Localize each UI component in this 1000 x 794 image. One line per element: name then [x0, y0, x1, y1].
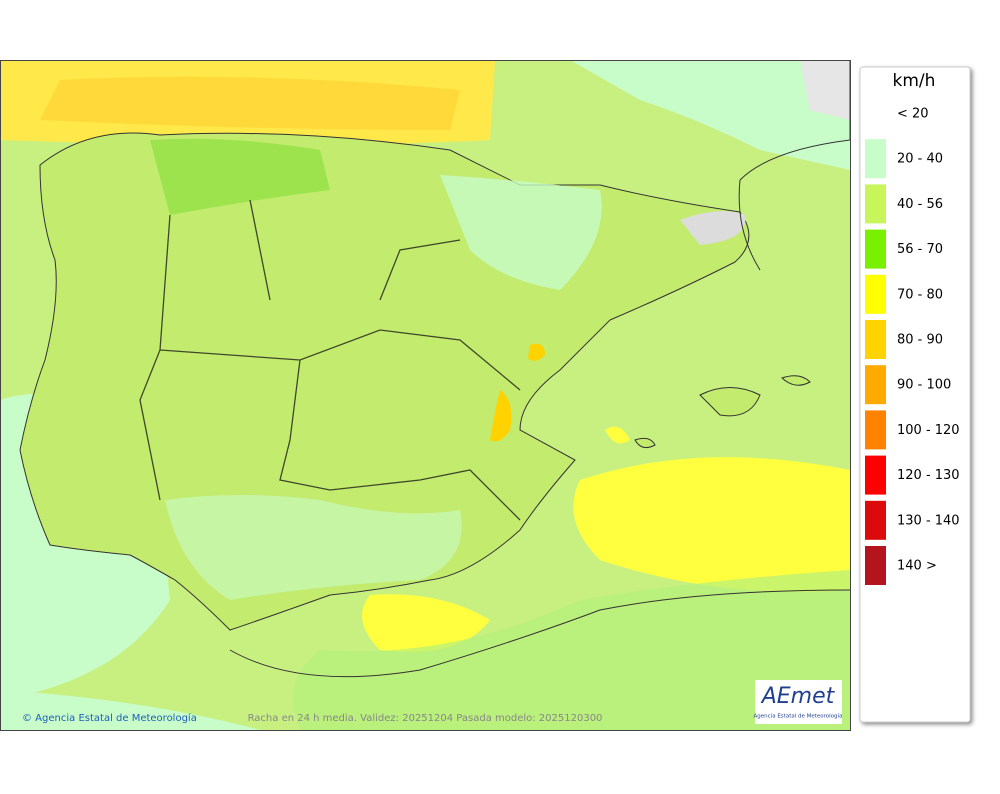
legend-swatch [865, 410, 886, 450]
island [781, 375, 811, 386]
wind-area [440, 175, 602, 290]
legend-label: 100 - 120 [897, 423, 960, 438]
legend-label: 20 - 40 [897, 152, 943, 167]
wind-area [680, 211, 746, 245]
map-frame [0, 60, 851, 731]
wind-area [528, 343, 545, 361]
legend-swatch [865, 546, 886, 585]
legend-swatch [865, 500, 886, 540]
legend-label: 56 - 70 [897, 242, 943, 257]
legend-swatch [865, 320, 886, 359]
legend-swatch [865, 455, 886, 495]
legend-swatch [865, 365, 886, 405]
legend-swatch [865, 184, 886, 224]
legend-swatch [865, 139, 886, 179]
caption: Racha en 24 h media. Validez: 20251204 P… [248, 713, 603, 724]
logo-box [755, 680, 842, 724]
wind-area [573, 457, 850, 592]
wind-area [490, 390, 512, 442]
wind-area [800, 60, 850, 120]
legend-label: 120 - 130 [897, 468, 960, 483]
legend-swatch [865, 274, 886, 314]
legend-box [859, 66, 971, 723]
wind-area [362, 594, 490, 652]
legend-swatch [865, 229, 886, 269]
credit: © Agencia Estatal de Meteorología [22, 712, 197, 724]
legend-label: 80 - 90 [897, 333, 943, 348]
wind-area [40, 76, 460, 130]
coastline [229, 589, 850, 678]
wind-area [293, 570, 850, 730]
wind-area [0, 690, 260, 730]
legend-swatch [865, 94, 886, 133]
legend: < 20 20 - 40 40 - 56 56 - 70 70 - 80 80 - 90 9… [865, 94, 960, 585]
logo-text: AEmet [760, 684, 836, 709]
wind-area [165, 495, 462, 600]
legend-title: km/h [893, 71, 936, 91]
legend-label: 90 - 100 [897, 378, 951, 393]
map [0, 60, 850, 730]
border [139, 199, 521, 521]
legend-label: 70 - 80 [897, 287, 943, 302]
legend-label: < 20 [897, 107, 929, 122]
legend-label: 130 - 140 [897, 513, 960, 528]
island [699, 387, 761, 417]
logo-subtitle: Agencia Estatal de Meteorología [754, 713, 843, 720]
legend-label: 140 > [897, 559, 937, 574]
wind-area [150, 138, 330, 215]
logo: AEmet Agencia Estatal de Meteorología [754, 680, 843, 724]
wind-area [605, 426, 630, 444]
coastline [738, 60, 850, 271]
legend-label: 40 - 56 [897, 197, 943, 212]
island [634, 437, 656, 449]
wind-area [570, 60, 850, 170]
